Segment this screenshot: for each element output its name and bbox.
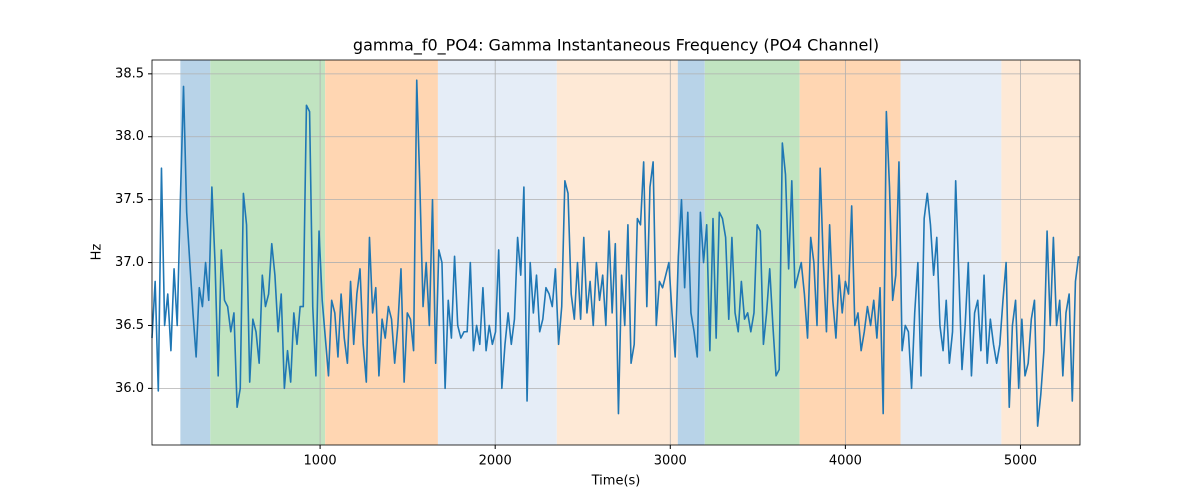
y-axis-label: Hz <box>90 244 105 261</box>
shaded-span <box>1001 60 1080 445</box>
data-line <box>151 79 1080 427</box>
x-axis-label: Time(s) <box>591 474 641 489</box>
plot-frame <box>151 59 1081 446</box>
shaded-span <box>900 60 1002 445</box>
y-tick-label: 37.5 <box>115 192 144 207</box>
shaded-span <box>677 60 705 445</box>
shaded-span <box>325 60 438 445</box>
y-tick-label: 36.5 <box>115 318 144 333</box>
x-tick-label: 5000 <box>1004 454 1037 469</box>
x-tick-label: 1000 <box>304 454 337 469</box>
y-tick-label: 38.0 <box>115 129 144 144</box>
y-tick-label: 38.5 <box>115 66 144 81</box>
x-tick-label: 4000 <box>829 454 862 469</box>
y-tick-label: 37.0 <box>115 255 144 270</box>
chart-title: gamma_f0_PO4: Gamma Instantaneous Freque… <box>353 36 879 56</box>
shaded-span <box>437 60 557 445</box>
shaded-span <box>210 60 326 445</box>
shaded-span <box>704 60 800 445</box>
x-tick-label: 2000 <box>479 454 512 469</box>
y-tick-label: 36.0 <box>115 381 144 396</box>
x-tick-label: 3000 <box>654 454 687 469</box>
shaded-span <box>180 60 211 445</box>
